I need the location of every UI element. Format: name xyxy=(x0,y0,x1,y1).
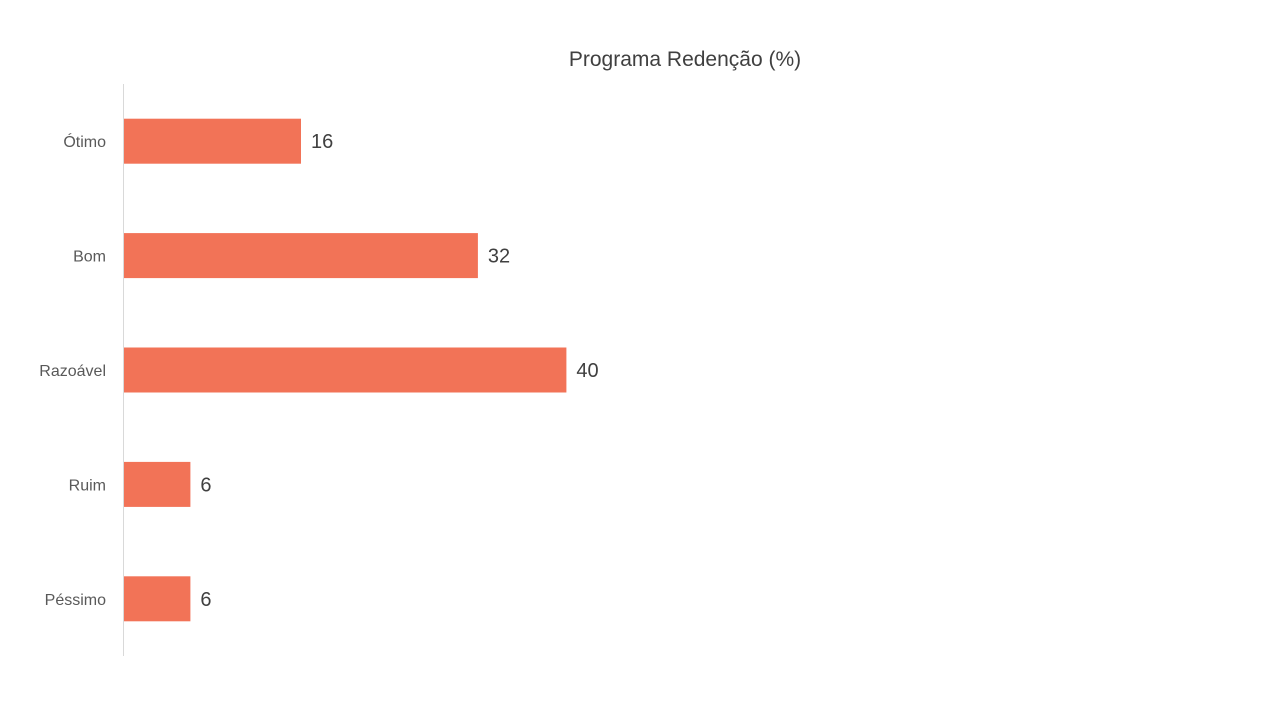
category-label-1: Bom xyxy=(73,249,106,266)
data-label-4: 6 xyxy=(200,589,211,611)
category-label-4: Péssimo xyxy=(45,592,106,609)
bar-2 xyxy=(124,347,567,393)
category-label-3: Ruim xyxy=(69,477,106,494)
data-label-0: 16 xyxy=(311,131,333,153)
bar-1 xyxy=(124,233,478,279)
category-label-0: Ótimo xyxy=(63,132,106,151)
category-label-2: Razoável xyxy=(39,363,106,380)
bar-0 xyxy=(124,118,301,164)
data-label-1: 32 xyxy=(488,246,510,268)
chart-title: Programa Redenção (%) xyxy=(569,48,801,71)
data-label-3: 6 xyxy=(200,474,211,496)
bar-4 xyxy=(124,576,191,622)
bar-3 xyxy=(124,461,191,507)
bars-group: Ótimo 16 Bom 32 Razoável 40 Ruim 6 Péssimo 6 xyxy=(39,118,599,622)
data-label-2: 40 xyxy=(576,360,598,382)
